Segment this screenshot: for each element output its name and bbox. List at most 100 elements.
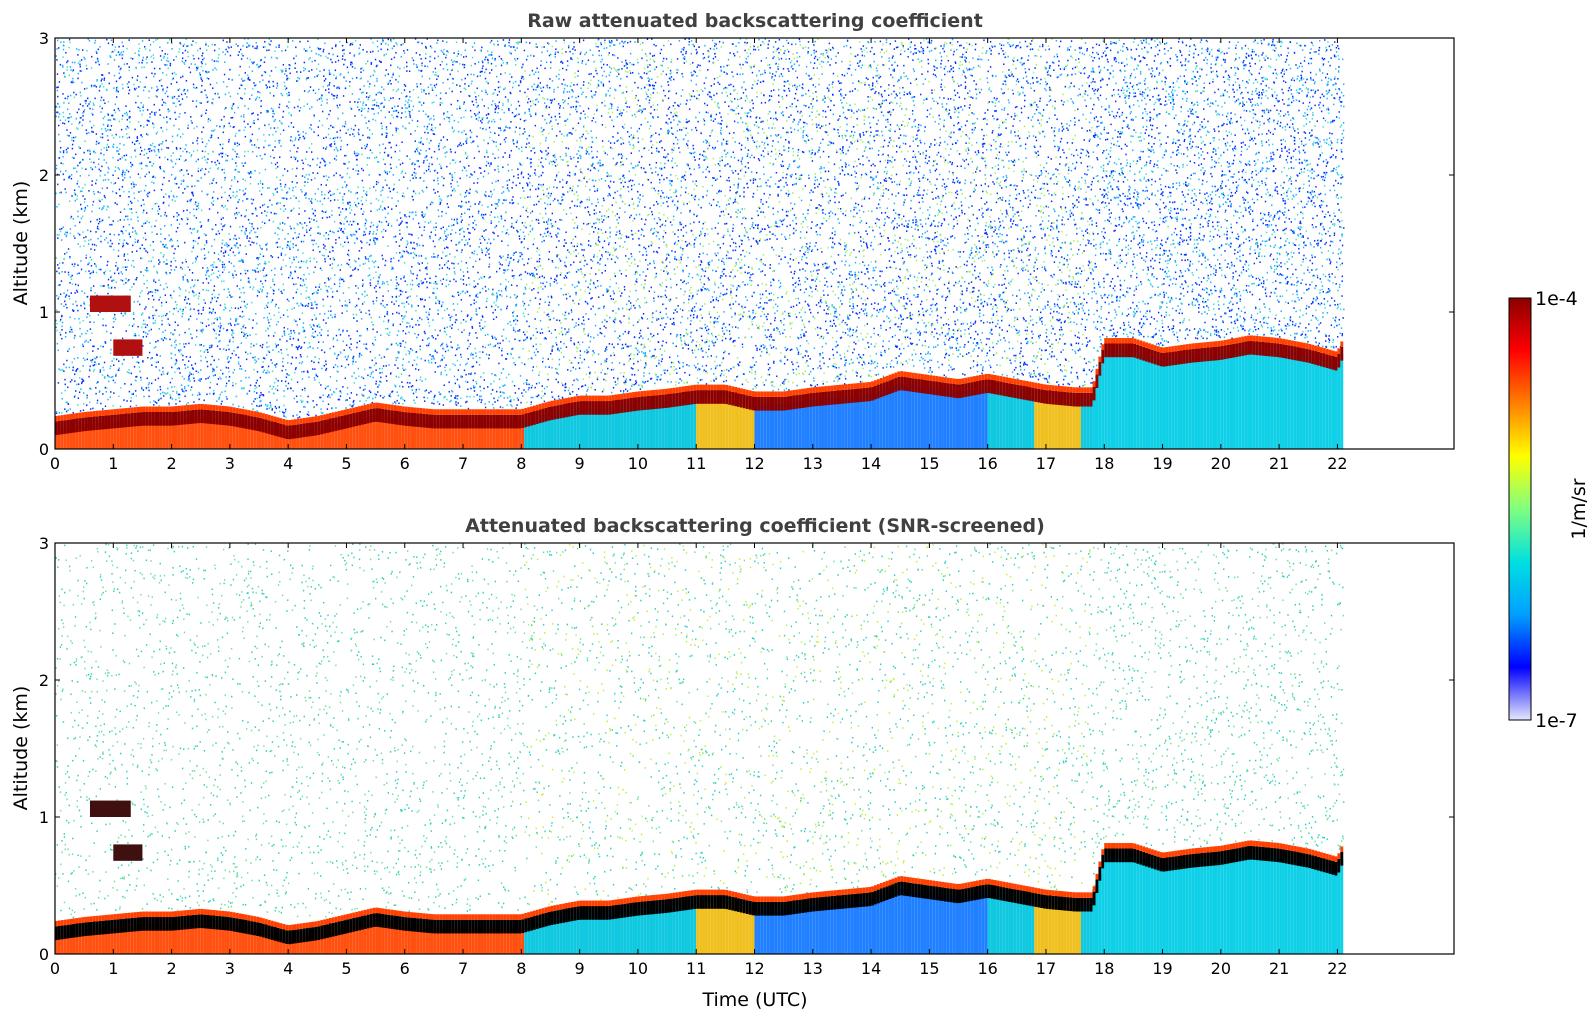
- noise-speckle: [262, 186, 264, 189]
- noise-speckle: [287, 240, 289, 243]
- noise-speckle: [140, 257, 142, 260]
- noise-speckle: [385, 327, 387, 330]
- noise-speckle: [104, 386, 106, 389]
- noise-speckle: [366, 127, 369, 129]
- noise-speckle: [275, 212, 278, 215]
- noise-speckle: [108, 245, 111, 248]
- boundary-layer-band: [299, 423, 303, 438]
- noise-speckle: [213, 389, 215, 392]
- aerosol-column: [314, 428, 318, 449]
- noise-speckle: [277, 202, 279, 204]
- noise-speckle: [193, 86, 195, 89]
- noise-speckle: [77, 62, 80, 64]
- noise-speckle: [356, 164, 358, 166]
- noise-speckle: [147, 134, 149, 136]
- noise-speckle: [316, 403, 318, 406]
- noise-speckle: [345, 407, 347, 410]
- noise-speckle: [215, 332, 217, 335]
- noise-speckle: [327, 88, 330, 90]
- noise-speckle: [156, 89, 158, 92]
- noise-speckle: [166, 64, 168, 66]
- noise-speckle: [373, 239, 375, 242]
- noise-speckle: [197, 230, 199, 232]
- noise-speckle: [266, 316, 269, 319]
- noise-speckle: [186, 200, 189, 203]
- noise-speckle: [249, 232, 251, 234]
- noise-speckle: [104, 377, 106, 379]
- noise-speckle: [92, 102, 95, 104]
- noise-speckle: [201, 190, 203, 193]
- noise-speckle: [126, 371, 129, 373]
- noise-speckle: [62, 150, 65, 152]
- noise-speckle: [176, 195, 178, 198]
- noise-speckle: [341, 230, 344, 233]
- noise-speckle: [365, 62, 367, 65]
- noise-speckle: [378, 276, 380, 278]
- noise-speckle: [261, 158, 263, 160]
- noise-speckle: [247, 76, 250, 79]
- noise-speckle: [327, 233, 330, 236]
- noise-speckle: [193, 214, 195, 217]
- noise-speckle: [387, 196, 389, 199]
- noise-speckle: [63, 292, 65, 294]
- noise-speckle: [220, 377, 222, 380]
- noise-speckle: [225, 376, 227, 378]
- noise-speckle: [323, 351, 326, 354]
- noise-speckle: [329, 277, 332, 280]
- boundary-layer-band: [55, 421, 58, 436]
- noise-speckle: [141, 135, 143, 138]
- noise-speckle: [303, 234, 306, 237]
- noise-speckle: [207, 120, 209, 123]
- noise-speckle: [140, 134, 142, 136]
- noise-speckle: [108, 82, 110, 85]
- noise-speckle: [205, 378, 207, 380]
- noise-speckle: [333, 157, 336, 160]
- boundary-layer-band: [177, 411, 181, 426]
- noise-speckle: [89, 220, 92, 223]
- noise-speckle: [267, 319, 269, 321]
- noise-speckle: [314, 330, 317, 333]
- boundary-layer-band: [119, 414, 123, 428]
- noise-speckle: [95, 263, 97, 266]
- noise-speckle: [159, 392, 162, 395]
- noise-speckle: [276, 191, 278, 193]
- noise-speckle: [212, 374, 215, 377]
- noise-speckle: [196, 142, 199, 145]
- noise-speckle: [246, 270, 249, 272]
- noise-speckle: [351, 62, 354, 65]
- noise-speckle: [79, 245, 81, 248]
- noise-speckle: [298, 109, 301, 112]
- noise-speckle: [171, 135, 174, 138]
- noise-speckle: [188, 374, 191, 377]
- noise-speckle: [92, 285, 95, 287]
- noise-speckle: [172, 194, 175, 197]
- noise-speckle: [209, 83, 212, 86]
- noise-speckle: [370, 372, 373, 374]
- noise-speckle: [357, 367, 359, 370]
- aerosol-column: [60, 427, 64, 449]
- noise-speckle: [391, 296, 394, 298]
- noise-speckle: [238, 251, 241, 254]
- noise-speckle: [302, 226, 304, 229]
- noise-speckle: [58, 271, 60, 274]
- noise-speckle: [215, 224, 217, 226]
- noise-speckle: [355, 313, 358, 316]
- noise-speckle: [334, 69, 337, 72]
- noise-speckle: [385, 53, 388, 55]
- noise-speckle: [329, 389, 332, 391]
- noise-speckle: [271, 256, 274, 258]
- noise-speckle: [219, 376, 221, 379]
- noise-speckle: [81, 382, 83, 385]
- noise-speckle: [343, 49, 345, 51]
- noise-speckle: [174, 182, 176, 185]
- noise-speckle: [347, 202, 349, 204]
- noise-speckle: [153, 103, 155, 106]
- noise-speckle: [164, 156, 166, 159]
- noise-speckle: [58, 234, 60, 236]
- noise-speckle: [291, 261, 293, 264]
- noise-speckle: [275, 46, 277, 49]
- noise-speckle: [291, 308, 293, 310]
- noise-speckle: [374, 70, 376, 73]
- noise-speckle: [355, 361, 357, 363]
- noise-speckle: [156, 202, 158, 205]
